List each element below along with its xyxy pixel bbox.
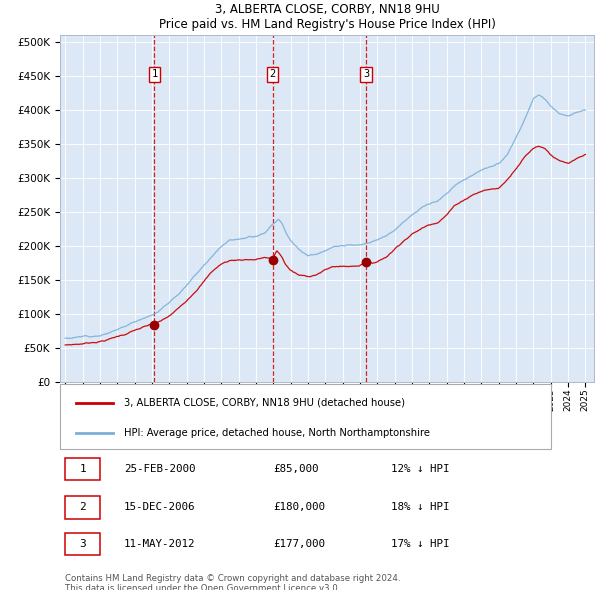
- Text: 15-DEC-2006: 15-DEC-2006: [124, 503, 196, 513]
- Text: 1: 1: [79, 464, 86, 474]
- Text: 3, ALBERTA CLOSE, CORBY, NN18 9HU (detached house): 3, ALBERTA CLOSE, CORBY, NN18 9HU (detac…: [124, 398, 405, 408]
- Text: 1: 1: [151, 69, 158, 79]
- Text: £85,000: £85,000: [274, 464, 319, 474]
- Text: 18% ↓ HPI: 18% ↓ HPI: [391, 503, 449, 513]
- Title: 3, ALBERTA CLOSE, CORBY, NN18 9HU
Price paid vs. HM Land Registry's House Price : 3, ALBERTA CLOSE, CORBY, NN18 9HU Price …: [158, 4, 496, 31]
- Text: Contains HM Land Registry data © Crown copyright and database right 2024.
This d: Contains HM Land Registry data © Crown c…: [65, 574, 401, 590]
- Text: 12% ↓ HPI: 12% ↓ HPI: [391, 464, 449, 474]
- Text: 11-MAY-2012: 11-MAY-2012: [124, 539, 196, 549]
- Text: £180,000: £180,000: [274, 503, 326, 513]
- Text: 3: 3: [363, 69, 370, 79]
- Text: 17% ↓ HPI: 17% ↓ HPI: [391, 539, 449, 549]
- Text: HPI: Average price, detached house, North Northamptonshire: HPI: Average price, detached house, Nort…: [124, 428, 430, 438]
- Text: £177,000: £177,000: [274, 539, 326, 549]
- Text: 25-FEB-2000: 25-FEB-2000: [124, 464, 196, 474]
- Text: 2: 2: [269, 69, 275, 79]
- Text: 3: 3: [79, 539, 86, 549]
- Text: 2: 2: [79, 503, 86, 513]
